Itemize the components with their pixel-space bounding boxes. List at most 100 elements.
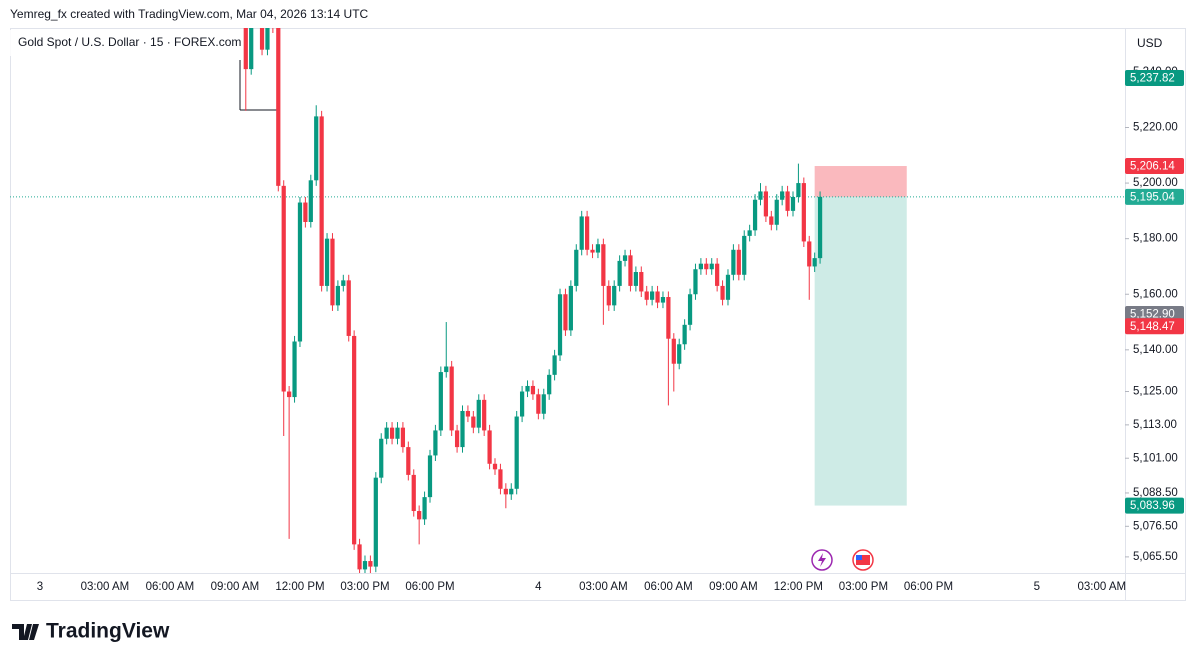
candle-body <box>395 427 400 439</box>
candle-body <box>736 249 741 275</box>
candle-body <box>449 366 454 431</box>
candle-body <box>503 488 508 495</box>
price-label: 5,083.96 <box>1130 500 1175 512</box>
candle-body <box>514 416 519 489</box>
stop-zone <box>814 166 907 197</box>
candle-body <box>801 183 806 242</box>
candle-body <box>292 341 297 398</box>
candle-body <box>785 191 790 211</box>
y-tick-label: 5,076.50 <box>1133 520 1178 532</box>
flag-glyph <box>856 555 862 560</box>
y-tick-label: 5,088.50 <box>1133 487 1178 499</box>
x-tick-label: 06:00 AM <box>644 581 693 593</box>
candle-body <box>530 385 536 395</box>
candle-body <box>758 191 763 200</box>
candle-body <box>655 291 660 303</box>
candle-body <box>747 230 752 236</box>
legend-bg <box>8 30 243 56</box>
candle-body <box>438 372 443 431</box>
candle-body <box>774 199 779 225</box>
candle-body <box>682 324 687 345</box>
candle-body <box>601 244 606 286</box>
brand-logo: TradingView <box>12 620 170 643</box>
price-label: 5,206.14 <box>1130 161 1175 173</box>
candle-body <box>373 477 378 567</box>
price-label-bg <box>1125 497 1184 514</box>
candle-body <box>498 469 503 489</box>
x-tick-label: 03:00 AM <box>1078 581 1127 593</box>
price-label-bg <box>1125 158 1184 175</box>
candle-body <box>417 511 422 520</box>
x-tick-label: 06:00 PM <box>405 581 454 593</box>
candle-body <box>297 202 303 342</box>
candle-body <box>259 28 265 50</box>
candle-body <box>444 366 449 373</box>
candle-body <box>568 285 573 331</box>
candle-body <box>368 561 373 567</box>
candle-body <box>465 410 471 417</box>
symbol-legend: Gold Spot / U.S. Dollar · 15 · FOREX.com <box>18 35 241 49</box>
candle-body <box>557 294 563 356</box>
y-tick-label: 5,065.50 <box>1133 551 1178 563</box>
candle-body <box>731 249 736 275</box>
x-tick-label: 03:00 PM <box>340 581 389 593</box>
candle-body <box>574 249 579 286</box>
price-label: 5,195.04 <box>1130 191 1175 203</box>
x-tick-label: 4 <box>535 581 542 593</box>
candle-body <box>622 255 628 261</box>
candle-body <box>476 399 481 428</box>
candle-body <box>671 338 676 364</box>
candle-body <box>460 410 465 448</box>
candle-body <box>590 249 595 253</box>
candle-body <box>346 280 351 336</box>
price-label-bg <box>1125 305 1184 322</box>
candle-body <box>660 297 666 303</box>
candle-body <box>742 235 747 275</box>
candle-body <box>335 285 341 306</box>
candle-body <box>644 291 649 300</box>
candle-body <box>422 497 427 520</box>
x-tick-label: 5 <box>1034 581 1040 593</box>
x-tick-label: 09:00 AM <box>709 581 758 593</box>
candle-body <box>769 216 774 225</box>
candle-body <box>308 180 313 222</box>
candle-body <box>812 258 817 267</box>
candle-body <box>687 294 693 325</box>
flag-glyph <box>856 555 870 565</box>
candle-body <box>817 196 823 259</box>
candle-body <box>595 244 601 253</box>
event-icon-glyph <box>818 553 826 567</box>
candle-body <box>612 285 617 306</box>
x-tick-label: 03:00 AM <box>579 581 628 593</box>
candle-body <box>509 488 514 495</box>
candle-body <box>243 28 248 70</box>
candle-body <box>249 28 254 70</box>
candle-body <box>471 416 476 428</box>
x-tick-label: 12:00 PM <box>275 581 324 593</box>
candle-body <box>276 28 281 186</box>
candle-body <box>519 391 525 417</box>
candle-body <box>541 394 546 414</box>
candle-body <box>487 430 492 464</box>
candle-body <box>698 263 704 270</box>
candle-body <box>547 374 552 395</box>
price-label-bg <box>1125 318 1184 335</box>
candle-body <box>720 285 725 300</box>
candle-body <box>790 196 796 211</box>
candle-body <box>725 274 731 300</box>
candle-body <box>704 263 709 270</box>
event-icons[interactable] <box>811 549 874 571</box>
x-tick-label: 06:00 PM <box>904 581 953 593</box>
y-tick-label: 5,140.00 <box>1133 344 1178 356</box>
x-tick-label: 03:00 PM <box>839 581 888 593</box>
price-label-bg <box>1125 188 1184 205</box>
candle-body <box>287 391 292 398</box>
y-tick-label: 5,113.00 <box>1133 419 1177 431</box>
y-tick-label: 5,125.00 <box>1133 386 1178 398</box>
y-tick-label: 5,220.00 <box>1133 122 1178 134</box>
candle-body <box>265 28 270 50</box>
candle-body <box>379 438 384 478</box>
currency[interactable]: USD <box>1137 36 1163 50</box>
candle-body <box>763 191 769 217</box>
candle-body <box>639 272 644 292</box>
